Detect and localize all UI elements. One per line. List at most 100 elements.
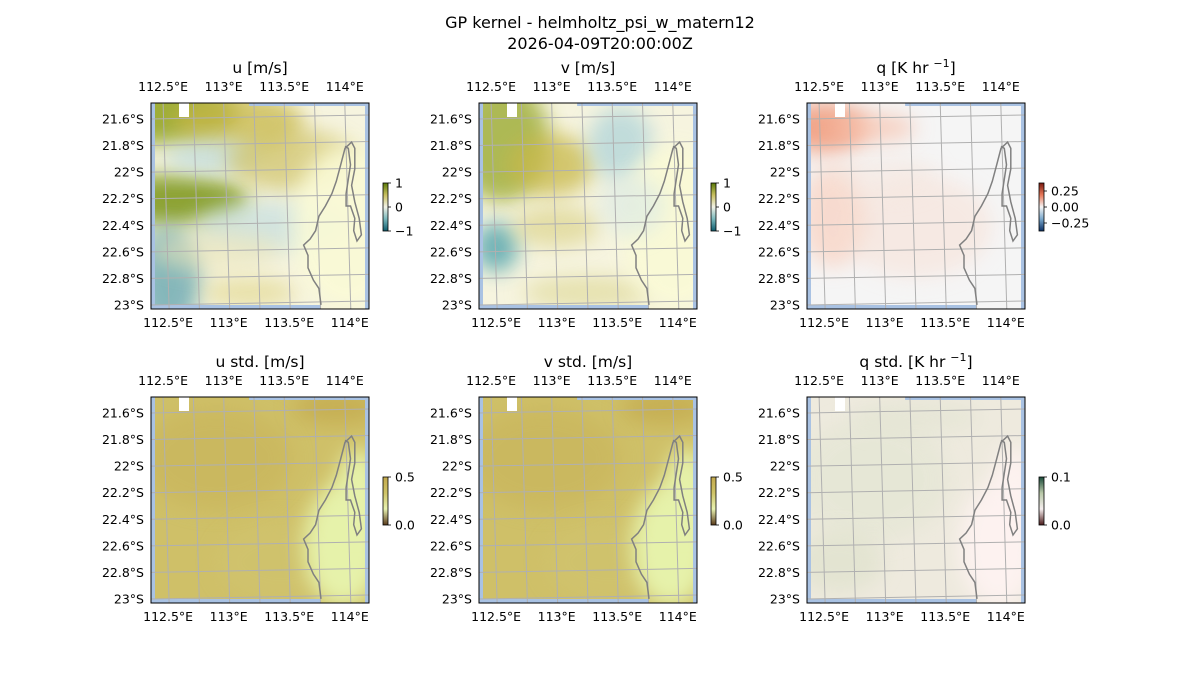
ocean-mask [693,103,697,309]
panel-q_std: q std. [K hr −1] 112.5°E 112.5°E 113°E 113°E… [758,351,1071,624]
map-field [807,397,1025,603]
gridline-lon [909,103,917,309]
lon-tick-label-bottom: 114°E [659,315,697,330]
lon-tick-label-top: 114°E [982,79,1020,94]
lat-tick-label: 22°S [442,165,472,180]
ocean-mask [577,397,697,400]
gridline-lat [479,567,697,573]
gridline-lat [151,514,369,520]
gridline-lat [807,194,1025,200]
lon-tick-label-bottom: 113°E [538,609,576,624]
gridline-lat [479,194,697,200]
lat-tick-label: 21.6°S [758,111,800,126]
colorbar-tick-label: −1 [395,224,413,239]
lon-tick-label-bottom: 112.5°E [471,315,521,330]
gridline-lat [151,247,369,253]
gridline-lon [314,397,321,603]
field-region [664,448,697,531]
ocean-mask [365,397,369,603]
colorbar [1038,182,1045,232]
lon-tick-label-top: 113.5°E [915,79,965,94]
lat-tick-label: 21.6°S [102,405,144,420]
ocean-mask [807,397,811,603]
gridline-lon [642,103,649,309]
ocean-mask [577,103,697,106]
lon-tick-label-bottom: 113.5°E [920,315,970,330]
ocean-mask [693,397,697,603]
lat-tick-label: 21.8°S [758,432,800,447]
gridline-lat [807,461,1025,467]
gridline-lat [479,167,697,173]
gridline-lon [520,397,528,603]
lat-tick-label: 22.2°S [758,191,800,206]
lon-tick-label-bottom: 114°E [659,609,697,624]
ocean-mask [905,397,1025,400]
map-frame [150,102,370,310]
panel-u: u [m/s]112.5°E112.5°E113°E113°E113.5°E11… [102,59,413,330]
field-region [620,397,697,424]
lon-tick-label-bottom: 113.5°E [264,609,314,624]
gridline-lon [970,397,977,603]
field-region [201,278,298,307]
colorbar-tick-label: 0.0 [1051,518,1071,533]
field-region [850,401,982,435]
ocean-mask [807,599,978,603]
colorbar-tick-label: 0.5 [395,470,415,485]
gridline-lat [479,435,697,441]
gridline-lat [151,541,369,547]
ocean-mask [365,103,369,309]
lon-tick-label-top: 113.5°E [587,373,637,388]
field-region [479,407,621,511]
panel-title: v [m/s] [561,59,616,77]
gridline-lat [807,247,1025,253]
lon-tick-label-top: 112.5°E [794,373,844,388]
lat-tick-label: 22.4°S [758,218,800,233]
gridline-lat [807,514,1025,520]
lon-tick-label-bottom: 114°E [331,315,369,330]
gridline-lat [807,488,1025,494]
ocean-mask [151,305,322,309]
panel-v: v [m/s]112.5°E112.5°E113°E113°E113.5°E11… [430,59,741,330]
gridline-lon [848,397,856,603]
lat-tick-label: 23°S [770,298,800,313]
gridline-lon [581,397,589,603]
gridline-lat [807,567,1025,573]
panel-q: q [K hr −1] 112.5°E 112.5°E 113°E 113°E 113.5… [758,57,1089,330]
panel-u_std: u std. [m/s] 112.5°E 112.5°E 113°E 113°E 113.… [102,353,415,624]
field-region [507,133,595,196]
coastline [302,434,363,599]
gridline-lon [551,103,559,309]
lat-tick-label: 23°S [770,592,800,607]
ocean-mask [479,397,483,603]
lat-tick-label: 21.8°S [102,138,144,153]
lat-tick-label: 22.4°S [430,512,472,527]
lat-tick-label: 21.8°S [430,138,472,153]
lat-tick-label: 22.6°S [430,244,472,259]
gridline-lon [520,103,528,309]
lat-tick-label: 22°S [442,459,472,474]
lon-tick-label-top: 112.5°E [466,373,516,388]
ocean-mask [479,305,650,309]
panel-title: q [K hr −1] [876,57,955,77]
gridline-lon [223,397,231,603]
figure-subtitle: 2026-04-09T20:00:00Z [507,34,693,53]
gridline-lon [162,103,170,309]
lat-tick-label: 22.8°S [430,271,472,286]
missing-data [179,397,189,411]
gridline-lat [479,141,697,147]
gridline-lat [479,114,697,120]
map-frame [478,396,698,604]
map-field [479,103,697,309]
lon-tick-label-top: 112.5°E [466,79,516,94]
gridline-lat [151,141,369,147]
lat-tick-label: 22.4°S [430,218,472,233]
lon-tick-label-top: 114°E [982,373,1020,388]
colorbar-tick-label: 0.0 [723,518,743,533]
field-region [992,448,1025,531]
map-field [151,103,369,309]
gridline-lat [479,541,697,547]
gridline-lat [807,220,1025,226]
panel-title: v std. [m/s] [544,353,632,371]
lon-tick-label-bottom: 113.5°E [920,609,970,624]
